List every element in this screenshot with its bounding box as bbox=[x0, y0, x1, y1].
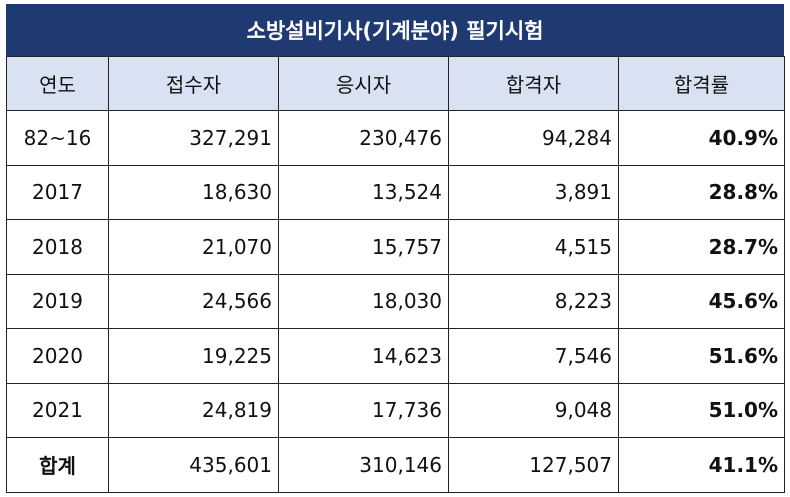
cell-rate: 51.0% bbox=[618, 382, 785, 438]
table-row: 2020 19,225 14,623 7,546 51.6% bbox=[6, 328, 785, 384]
exam-statistics-table: 연도 접수자 응시자 합격자 합격률 82~16 327,291 230,476… bbox=[6, 56, 785, 493]
cell-applied: 19,225 bbox=[108, 328, 279, 384]
cell-passed: 94,284 bbox=[448, 110, 619, 166]
header-taken: 응시자 bbox=[278, 56, 449, 111]
cell-rate: 51.6% bbox=[618, 328, 785, 384]
cell-rate: 45.6% bbox=[618, 273, 785, 329]
cell-taken: 15,757 bbox=[278, 219, 449, 275]
cell-passed: 4,515 bbox=[448, 219, 619, 275]
cell-total-passed: 127,507 bbox=[448, 437, 619, 493]
cell-year: 2018 bbox=[6, 219, 109, 275]
cell-applied: 327,291 bbox=[108, 110, 279, 166]
cell-applied: 21,070 bbox=[108, 219, 279, 275]
cell-taken: 17,736 bbox=[278, 382, 449, 438]
cell-year: 2017 bbox=[6, 164, 109, 220]
cell-total-rate: 41.1% bbox=[618, 437, 785, 493]
cell-rate: 28.8% bbox=[618, 164, 785, 220]
cell-applied: 18,630 bbox=[108, 164, 279, 220]
cell-taken: 230,476 bbox=[278, 110, 449, 166]
header-year: 연도 bbox=[6, 56, 109, 111]
table-row: 2018 21,070 15,757 4,515 28.7% bbox=[6, 219, 785, 275]
table-title: 소방설비기사(기계분야) 필기시험 bbox=[6, 4, 784, 56]
cell-total-applied: 435,601 bbox=[108, 437, 279, 493]
cell-taken: 18,030 bbox=[278, 273, 449, 329]
header-row: 연도 접수자 응시자 합격자 합격률 bbox=[6, 56, 785, 111]
cell-year: 82~16 bbox=[6, 110, 109, 166]
cell-applied: 24,566 bbox=[108, 273, 279, 329]
header-passed: 합격자 bbox=[448, 56, 619, 111]
cell-passed: 3,891 bbox=[448, 164, 619, 220]
cell-passed: 9,048 bbox=[448, 382, 619, 438]
cell-taken: 13,524 bbox=[278, 164, 449, 220]
table-row: 2021 24,819 17,736 9,048 51.0% bbox=[6, 382, 785, 438]
cell-passed: 7,546 bbox=[448, 328, 619, 384]
exam-statistics-table-container: 소방설비기사(기계분야) 필기시험 연도 접수자 응시자 합격자 합격률 82~… bbox=[6, 4, 785, 493]
cell-total-taken: 310,146 bbox=[278, 437, 449, 493]
cell-total-label: 합계 bbox=[6, 437, 109, 493]
cell-year: 2020 bbox=[6, 328, 109, 384]
cell-year: 2019 bbox=[6, 273, 109, 329]
header-rate: 합격률 bbox=[618, 56, 785, 111]
cell-applied: 24,819 bbox=[108, 382, 279, 438]
table-row: 82~16 327,291 230,476 94,284 40.9% bbox=[6, 110, 785, 166]
cell-rate: 40.9% bbox=[618, 110, 785, 166]
cell-year: 2021 bbox=[6, 382, 109, 438]
total-row: 합계 435,601 310,146 127,507 41.1% bbox=[6, 437, 785, 493]
table-row: 2017 18,630 13,524 3,891 28.8% bbox=[6, 164, 785, 220]
cell-rate: 28.7% bbox=[618, 219, 785, 275]
header-applied: 접수자 bbox=[108, 56, 279, 111]
table-row: 2019 24,566 18,030 8,223 45.6% bbox=[6, 273, 785, 329]
cell-passed: 8,223 bbox=[448, 273, 619, 329]
cell-taken: 14,623 bbox=[278, 328, 449, 384]
